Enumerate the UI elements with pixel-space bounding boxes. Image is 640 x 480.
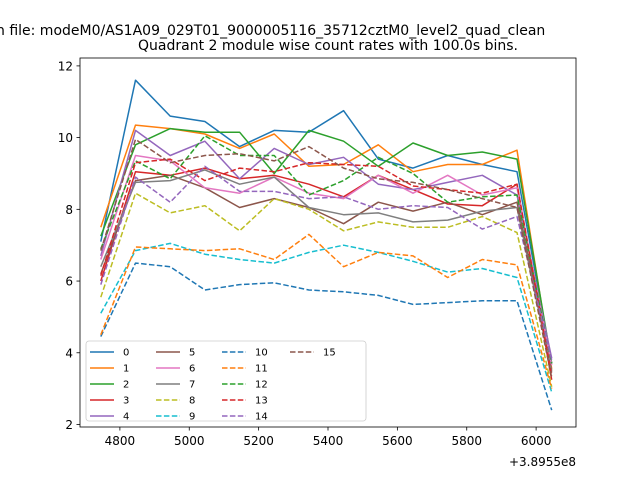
legend-label-6: 6: [189, 364, 195, 375]
legend-label-14: 14: [255, 412, 268, 423]
legend-label-0: 0: [123, 348, 129, 359]
x-tick-label: 6000: [521, 434, 552, 448]
x-tick-label: 5600: [382, 434, 413, 448]
x-tick-label: 5200: [243, 434, 274, 448]
series-line-2: [100, 127, 553, 364]
series-layer: [100, 79, 553, 411]
legend-label-1: 1: [123, 364, 129, 375]
series-line-4: [100, 129, 553, 359]
chart-title: Quadrant 2 module wise count rates with …: [138, 38, 518, 54]
legend-label-3: 3: [123, 396, 129, 407]
series-line-13: [100, 158, 553, 377]
series-line-9: [100, 242, 553, 393]
series-line-3: [100, 167, 553, 380]
y-tick-label: 2: [65, 418, 73, 432]
y-tick-label: 10: [58, 131, 73, 145]
legend-label-15: 15: [323, 348, 336, 359]
legend-label-13: 13: [255, 396, 268, 407]
x-tick-label: 5400: [313, 434, 344, 448]
legend-label-7: 7: [189, 380, 195, 391]
legend-label-9: 9: [189, 412, 195, 423]
legend-label-2: 2: [123, 380, 129, 391]
series-line-6: [100, 154, 553, 366]
y-tick-label: 6: [65, 275, 73, 289]
series-line-8: [100, 192, 553, 387]
series-line-0: [100, 79, 553, 364]
legend-label-12: 12: [255, 380, 268, 391]
series-line-11: [100, 233, 553, 389]
series-line-15: [100, 138, 553, 379]
series-line-14: [100, 165, 553, 361]
x-tick-label: 4800: [105, 434, 136, 448]
y-tick-label: 8: [65, 203, 73, 217]
x-tick-label: 5800: [451, 434, 482, 448]
figure-suptitle: n file: modeM0/AS1A09_029T01_9000005116_…: [0, 23, 545, 39]
legend-label-10: 10: [255, 348, 268, 359]
x-tick-label: 5000: [174, 434, 205, 448]
y-tick-label: 4: [65, 346, 73, 360]
legend-label-8: 8: [189, 396, 195, 407]
legend-label-11: 11: [255, 364, 268, 375]
legend-label-4: 4: [123, 412, 129, 423]
series-line-10: [100, 262, 553, 411]
series-line-7: [100, 169, 553, 373]
y-tick-label: 12: [58, 59, 73, 73]
x-offset-label: +3.8955e8: [509, 455, 576, 469]
legend-label-5: 5: [189, 348, 195, 359]
legend-box: [85, 340, 367, 422]
